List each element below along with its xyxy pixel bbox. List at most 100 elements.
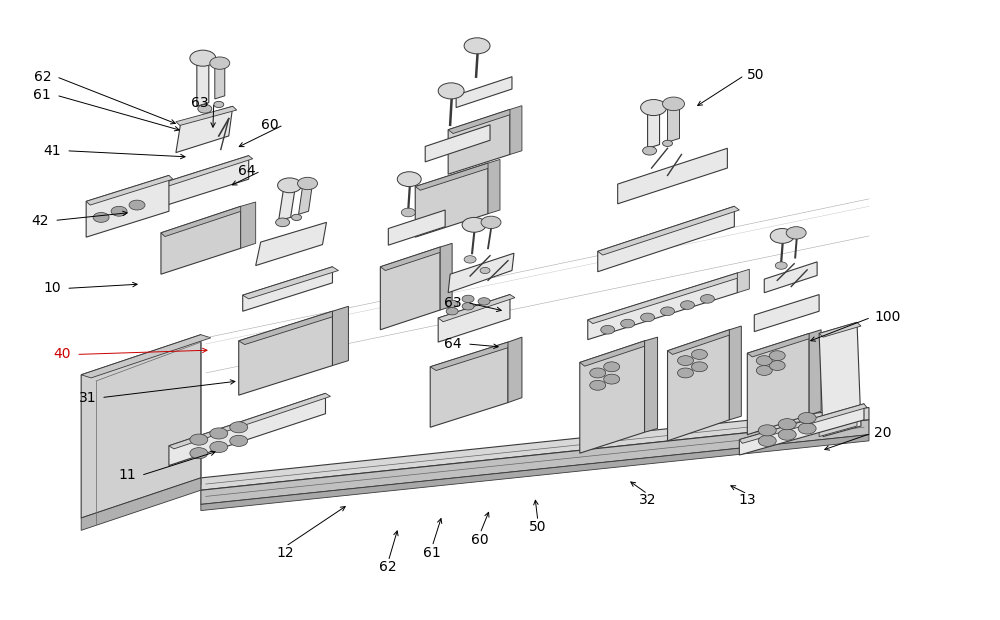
Polygon shape xyxy=(438,294,510,342)
Circle shape xyxy=(190,448,208,459)
Polygon shape xyxy=(729,326,741,420)
Polygon shape xyxy=(380,247,440,330)
Circle shape xyxy=(298,177,318,190)
Polygon shape xyxy=(747,334,809,435)
Text: 61: 61 xyxy=(423,546,441,560)
Text: 12: 12 xyxy=(277,546,294,560)
Polygon shape xyxy=(425,125,490,162)
Text: 32: 32 xyxy=(639,493,656,507)
Circle shape xyxy=(210,57,230,69)
Polygon shape xyxy=(388,210,445,245)
Polygon shape xyxy=(668,330,734,355)
Text: 60: 60 xyxy=(261,118,279,132)
Circle shape xyxy=(756,366,772,376)
Circle shape xyxy=(478,298,490,305)
Circle shape xyxy=(481,216,501,229)
Polygon shape xyxy=(448,109,510,174)
Circle shape xyxy=(462,303,474,310)
Circle shape xyxy=(190,434,208,445)
Polygon shape xyxy=(739,404,867,443)
Text: 61: 61 xyxy=(34,88,51,102)
Circle shape xyxy=(397,172,421,187)
Polygon shape xyxy=(747,334,814,357)
Polygon shape xyxy=(598,206,734,272)
Polygon shape xyxy=(201,435,869,511)
Polygon shape xyxy=(819,322,861,436)
Circle shape xyxy=(462,218,486,232)
Circle shape xyxy=(798,412,816,423)
Polygon shape xyxy=(81,478,201,530)
Polygon shape xyxy=(201,420,869,505)
Circle shape xyxy=(756,356,772,366)
Polygon shape xyxy=(430,342,508,427)
Polygon shape xyxy=(819,322,861,337)
Polygon shape xyxy=(201,407,869,490)
Text: 62: 62 xyxy=(379,560,397,574)
Polygon shape xyxy=(737,269,749,293)
Circle shape xyxy=(778,418,796,430)
Text: 10: 10 xyxy=(44,281,61,295)
Text: 63: 63 xyxy=(444,296,462,309)
Polygon shape xyxy=(197,58,209,106)
Text: 64: 64 xyxy=(444,337,462,351)
Polygon shape xyxy=(279,185,296,221)
Circle shape xyxy=(604,362,620,372)
Circle shape xyxy=(663,140,673,146)
Circle shape xyxy=(214,102,224,107)
Circle shape xyxy=(641,100,667,115)
Circle shape xyxy=(129,200,145,210)
Text: 40: 40 xyxy=(54,347,71,361)
Polygon shape xyxy=(256,223,326,265)
Circle shape xyxy=(93,213,109,223)
Circle shape xyxy=(446,308,458,315)
Text: 63: 63 xyxy=(191,95,209,110)
Polygon shape xyxy=(163,156,253,187)
Polygon shape xyxy=(161,206,245,237)
Circle shape xyxy=(678,356,693,366)
Polygon shape xyxy=(448,253,514,293)
Text: 50: 50 xyxy=(747,68,765,82)
Circle shape xyxy=(462,295,474,303)
Polygon shape xyxy=(809,330,821,415)
Circle shape xyxy=(190,50,216,66)
Circle shape xyxy=(210,441,228,453)
Circle shape xyxy=(769,361,785,371)
Polygon shape xyxy=(163,156,249,206)
Polygon shape xyxy=(819,421,857,436)
Circle shape xyxy=(663,97,684,110)
Polygon shape xyxy=(580,341,650,366)
Circle shape xyxy=(464,38,490,54)
Polygon shape xyxy=(754,294,819,332)
Text: 62: 62 xyxy=(34,69,51,84)
Polygon shape xyxy=(580,341,645,453)
Text: 64: 64 xyxy=(238,164,256,178)
Circle shape xyxy=(700,294,714,303)
Polygon shape xyxy=(415,163,488,237)
Circle shape xyxy=(464,255,476,263)
Circle shape xyxy=(758,425,776,436)
Text: 31: 31 xyxy=(78,391,96,405)
Circle shape xyxy=(198,104,212,113)
Circle shape xyxy=(438,83,464,99)
Circle shape xyxy=(401,208,415,217)
Circle shape xyxy=(210,428,228,439)
Polygon shape xyxy=(239,311,338,345)
Polygon shape xyxy=(618,148,727,204)
Polygon shape xyxy=(81,335,201,518)
Text: 13: 13 xyxy=(738,493,756,507)
Polygon shape xyxy=(668,330,729,441)
Circle shape xyxy=(230,435,248,446)
Polygon shape xyxy=(598,206,739,255)
Circle shape xyxy=(775,262,787,269)
Circle shape xyxy=(601,326,615,334)
Polygon shape xyxy=(243,267,332,311)
Circle shape xyxy=(621,319,635,328)
Polygon shape xyxy=(588,273,742,324)
Polygon shape xyxy=(81,335,211,378)
Polygon shape xyxy=(161,206,241,274)
Polygon shape xyxy=(438,294,515,322)
Circle shape xyxy=(786,227,806,239)
Polygon shape xyxy=(488,159,500,214)
Polygon shape xyxy=(176,106,237,125)
Polygon shape xyxy=(169,393,330,449)
